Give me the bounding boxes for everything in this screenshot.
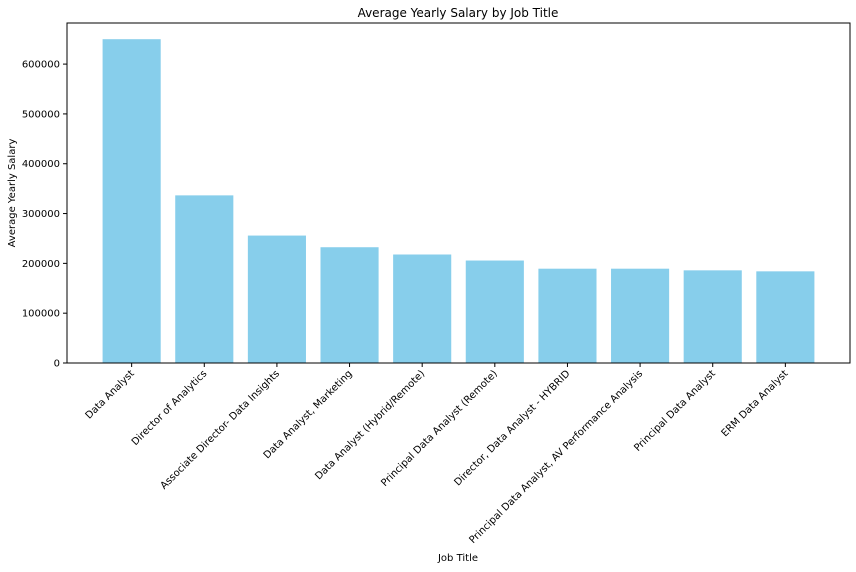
bars-group [102, 39, 815, 363]
y-tick-label: 200000 [22, 259, 60, 270]
x-axis-title: Job Title [437, 553, 478, 564]
y-tick-label: 600000 [22, 60, 60, 71]
bar [320, 247, 379, 363]
bar [175, 195, 234, 363]
y-tick-label: 100000 [22, 309, 60, 320]
bar [683, 270, 742, 363]
bar [465, 260, 524, 363]
x-tick-label: Associate Director- Data Insights [159, 368, 282, 491]
bar [611, 268, 670, 363]
bar [538, 268, 597, 363]
chart-title: Average Yearly Salary by Job Title [358, 6, 559, 20]
y-tick-label: 0 [54, 359, 60, 370]
bar [756, 271, 815, 363]
bar [247, 235, 306, 363]
x-tick-label: Director, Data Analyst - HYBRID [453, 368, 573, 488]
x-tick-label: Director of Analytics [130, 368, 210, 448]
y-tick-label: 300000 [22, 209, 60, 220]
x-tick-label: ERM Data Analyst [720, 368, 791, 439]
y-axis-ticks: 0 100000 200000 300000 400000 500000 600000 [22, 60, 67, 370]
y-tick-label: 400000 [22, 159, 60, 170]
bar [102, 39, 161, 363]
y-tick-label: 500000 [22, 109, 60, 120]
y-axis-title: Average Yearly Salary [7, 139, 18, 248]
x-tick-label: Principal Data Analyst, AV Performance A… [468, 368, 646, 546]
x-tick-label: Principal Data Analyst [632, 368, 718, 454]
plot-frame [66, 22, 851, 364]
x-tick-label: Data Analyst [84, 368, 137, 421]
x-tick-label: Principal Data Analyst (Remote) [379, 368, 500, 489]
bar [393, 254, 452, 363]
